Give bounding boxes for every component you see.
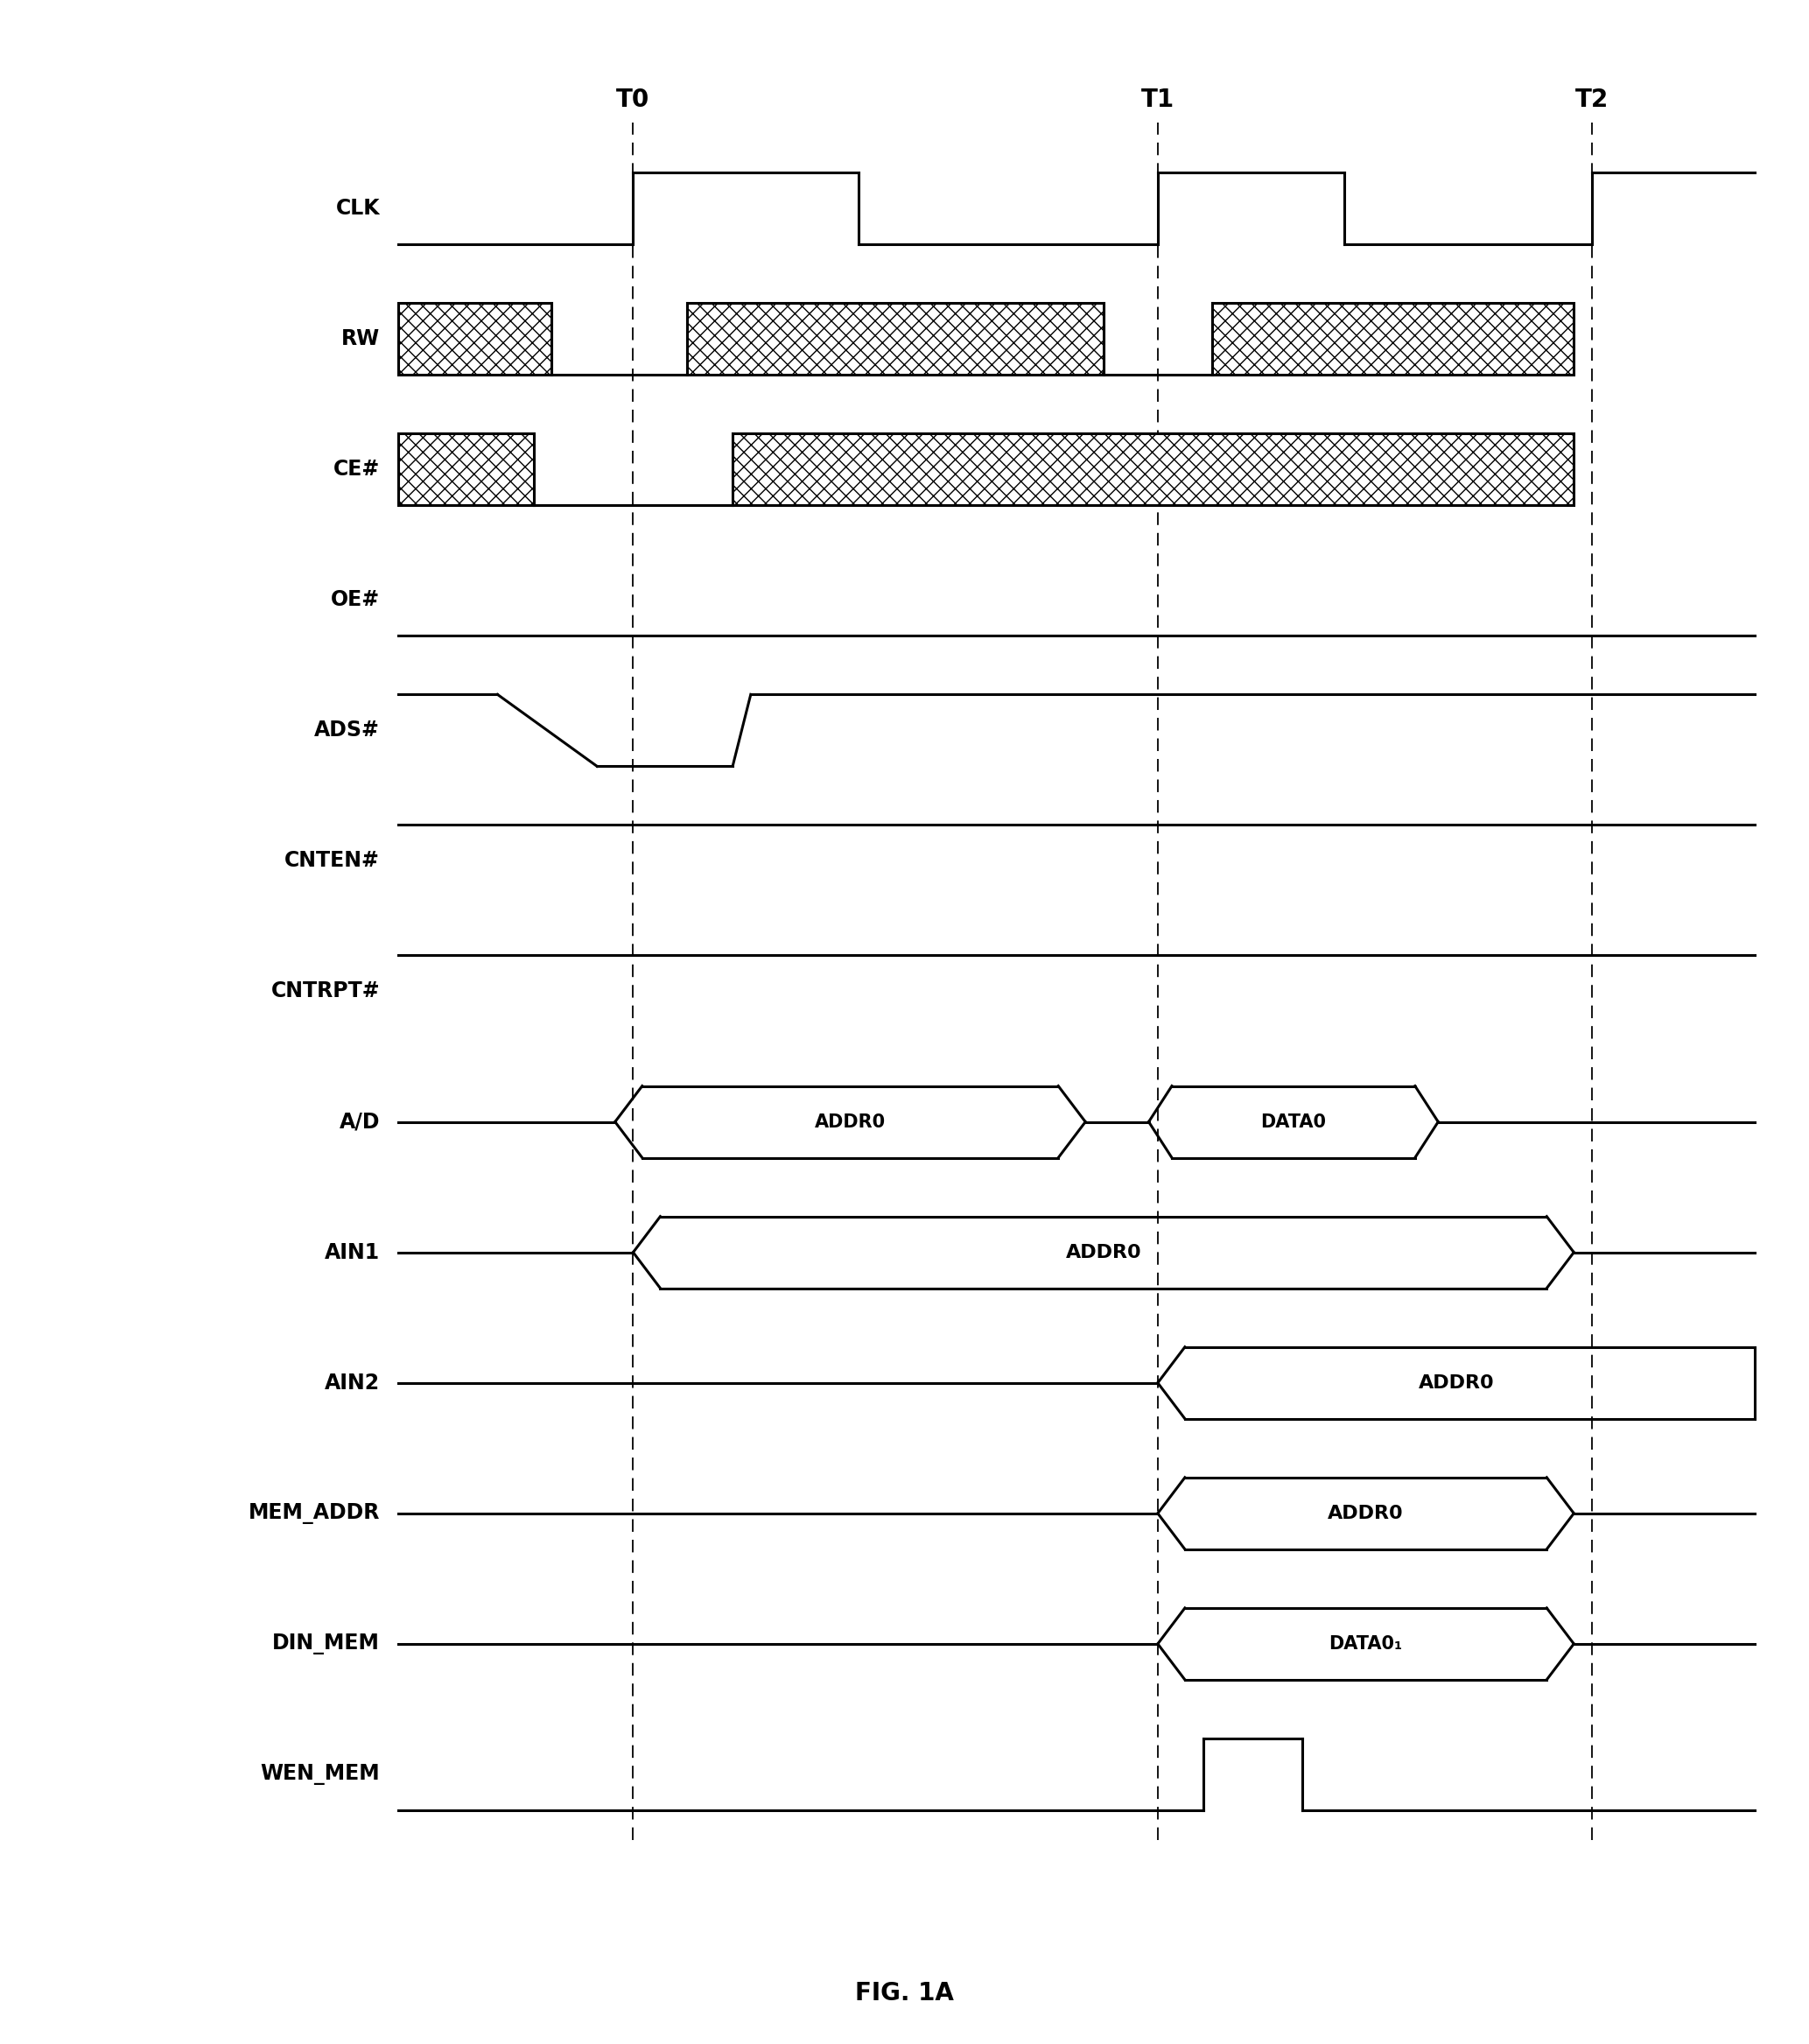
Bar (1212, 303, 1574, 374)
Bar (398, 433, 534, 505)
Text: A/D: A/D (340, 1112, 380, 1132)
Bar (733, 433, 1574, 505)
Text: AIN2: AIN2 (324, 1372, 380, 1394)
Bar (1212, 303, 1574, 374)
Text: T1: T1 (1141, 88, 1174, 112)
Text: OE#: OE# (331, 589, 380, 611)
Bar (398, 303, 552, 374)
Text: CLK: CLK (336, 198, 380, 219)
Text: RW: RW (342, 329, 380, 350)
Text: FIG. 1A: FIG. 1A (856, 1981, 953, 2005)
Bar (687, 303, 1103, 374)
Text: MEM_ADDR: MEM_ADDR (248, 1502, 380, 1525)
Text: CNTRPT#: CNTRPT# (271, 981, 380, 1002)
Text: DATA0: DATA0 (1261, 1114, 1326, 1130)
Text: ADDR0: ADDR0 (1418, 1374, 1494, 1392)
Bar (398, 433, 534, 505)
Text: CE#: CE# (333, 458, 380, 480)
Bar (733, 433, 1574, 505)
Text: T0: T0 (617, 88, 649, 112)
Bar (398, 303, 552, 374)
Text: CNTEN#: CNTEN# (284, 850, 380, 871)
Text: WEN_MEM: WEN_MEM (260, 1764, 380, 1784)
Text: AIN1: AIN1 (324, 1243, 380, 1263)
Text: DATA0₁: DATA0₁ (1330, 1635, 1402, 1654)
Text: ADDR0: ADDR0 (1328, 1504, 1404, 1523)
Text: ADDR0: ADDR0 (814, 1114, 886, 1130)
Text: ADDR0: ADDR0 (1066, 1243, 1141, 1261)
Text: ADS#: ADS# (315, 719, 380, 740)
Text: T2: T2 (1576, 88, 1608, 112)
Text: DIN_MEM: DIN_MEM (273, 1633, 380, 1654)
Bar (687, 303, 1103, 374)
